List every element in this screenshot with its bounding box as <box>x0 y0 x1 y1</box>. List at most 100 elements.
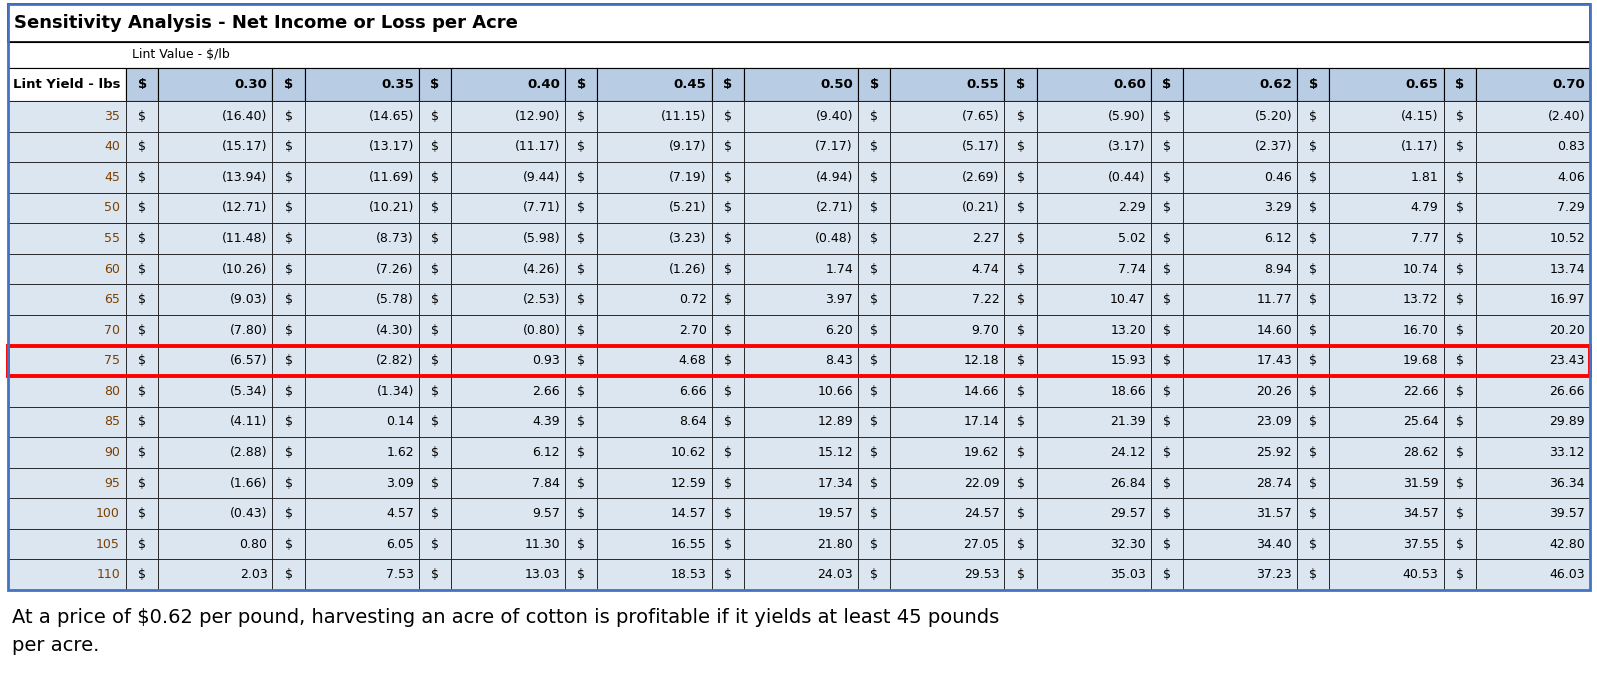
Bar <box>1005 376 1036 406</box>
Bar <box>158 498 273 529</box>
Text: $: $ <box>137 171 145 184</box>
Bar <box>890 132 1005 162</box>
Bar <box>744 223 858 254</box>
Bar <box>1151 223 1183 254</box>
Text: $: $ <box>577 568 586 581</box>
Bar <box>1151 406 1183 437</box>
Text: $: $ <box>137 537 145 551</box>
Text: $: $ <box>577 477 586 489</box>
Text: (9.40): (9.40) <box>816 110 853 123</box>
Bar <box>126 376 158 406</box>
Text: 4.57: 4.57 <box>386 507 414 520</box>
Text: 16.97: 16.97 <box>1549 293 1584 306</box>
Text: (2.53): (2.53) <box>522 293 561 306</box>
Text: 2.03: 2.03 <box>240 568 267 581</box>
Bar <box>1183 284 1297 315</box>
Text: (0.43): (0.43) <box>230 507 267 520</box>
Bar <box>305 101 418 132</box>
Text: (5.21): (5.21) <box>669 201 706 215</box>
Bar <box>158 315 273 346</box>
Bar <box>890 406 1005 437</box>
Bar <box>1476 254 1591 284</box>
Bar <box>565 376 597 406</box>
Bar <box>1444 437 1476 468</box>
Text: 0.83: 0.83 <box>1557 140 1584 153</box>
Text: $: $ <box>1310 232 1318 245</box>
Bar <box>418 101 450 132</box>
Bar <box>273 101 305 132</box>
Text: (7.80): (7.80) <box>230 323 267 337</box>
Bar <box>744 406 858 437</box>
Bar <box>1005 284 1036 315</box>
Bar <box>1005 162 1036 192</box>
Bar <box>712 284 744 315</box>
Bar <box>1444 68 1476 101</box>
Bar <box>273 529 305 560</box>
Text: (0.80): (0.80) <box>522 323 561 337</box>
Text: $: $ <box>1163 293 1171 306</box>
Text: $: $ <box>431 323 439 337</box>
Text: (2.82): (2.82) <box>377 354 414 367</box>
Bar <box>1036 101 1151 132</box>
Text: 7.74: 7.74 <box>1118 263 1145 275</box>
Text: $: $ <box>1163 446 1171 459</box>
Bar <box>305 132 418 162</box>
Text: (16.40): (16.40) <box>222 110 267 123</box>
Text: $: $ <box>1163 415 1171 429</box>
Bar <box>712 406 744 437</box>
Text: 10.52: 10.52 <box>1549 232 1584 245</box>
Text: $: $ <box>577 201 586 215</box>
Text: 19.57: 19.57 <box>818 507 853 520</box>
Bar <box>1444 101 1476 132</box>
Bar <box>858 68 890 101</box>
Bar <box>1151 529 1183 560</box>
Bar <box>744 68 858 101</box>
Bar <box>1183 192 1297 223</box>
Bar <box>858 376 890 406</box>
Text: 20.20: 20.20 <box>1549 323 1584 337</box>
Bar <box>1476 101 1591 132</box>
Bar <box>1151 376 1183 406</box>
Text: 24.57: 24.57 <box>963 507 1000 520</box>
Text: 1.74: 1.74 <box>826 263 853 275</box>
Bar <box>1036 315 1151 346</box>
Bar <box>1444 254 1476 284</box>
Bar <box>126 498 158 529</box>
Text: $: $ <box>870 110 878 123</box>
Text: $: $ <box>1163 507 1171 520</box>
Bar <box>565 468 597 498</box>
Bar <box>890 315 1005 346</box>
Text: $: $ <box>137 110 145 123</box>
Bar <box>8 315 126 346</box>
Bar <box>744 529 858 560</box>
Text: 7.22: 7.22 <box>971 293 1000 306</box>
Text: $: $ <box>1163 140 1171 153</box>
Bar <box>712 560 744 590</box>
Bar <box>1329 315 1444 346</box>
Text: 26.84: 26.84 <box>1110 477 1145 489</box>
Bar <box>890 560 1005 590</box>
Bar <box>8 254 126 284</box>
Bar <box>1444 498 1476 529</box>
Bar <box>450 132 565 162</box>
Bar <box>1005 498 1036 529</box>
Bar <box>1036 376 1151 406</box>
Bar <box>273 376 305 406</box>
Bar <box>744 498 858 529</box>
Bar <box>1183 437 1297 468</box>
Text: 17.43: 17.43 <box>1257 354 1292 367</box>
Text: 34.40: 34.40 <box>1257 537 1292 551</box>
Text: $: $ <box>137 140 145 153</box>
Text: 4.06: 4.06 <box>1557 171 1584 184</box>
Text: (5.17): (5.17) <box>961 140 1000 153</box>
Text: $: $ <box>870 171 878 184</box>
Bar <box>158 254 273 284</box>
Text: $: $ <box>577 78 586 91</box>
Bar <box>858 254 890 284</box>
Text: $: $ <box>577 293 586 306</box>
Text: $: $ <box>284 293 292 306</box>
Bar <box>450 192 565 223</box>
Bar <box>1005 223 1036 254</box>
Bar <box>565 68 597 101</box>
Text: 23.09: 23.09 <box>1257 415 1292 429</box>
